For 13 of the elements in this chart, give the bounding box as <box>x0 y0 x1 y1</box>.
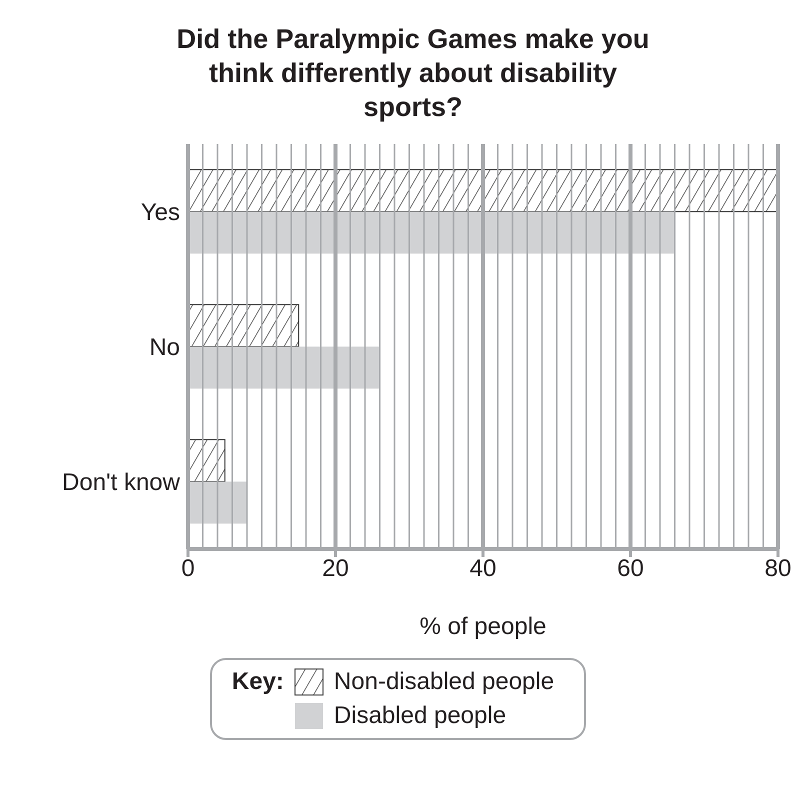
x-tick-label: 80 <box>764 555 792 582</box>
y-tick-label: Don't know <box>62 469 181 496</box>
y-tick-label: Yes <box>140 199 180 226</box>
x-tick-label: 60 <box>617 555 644 582</box>
x-tick-label: 40 <box>470 555 496 582</box>
x-axis-title: % of people <box>420 613 546 640</box>
x-tick-label: 0 <box>181 555 195 582</box>
y-tick-label: No <box>149 334 180 362</box>
chart-title: Did the Paralympic Games make you think differently about disability sports? <box>176 23 650 124</box>
x-tick-label: 20 <box>322 555 349 582</box>
legend-label: Disabled people <box>334 702 506 730</box>
legend-title: Key: <box>232 668 284 696</box>
legend-label: Non-disabled people <box>334 668 554 696</box>
